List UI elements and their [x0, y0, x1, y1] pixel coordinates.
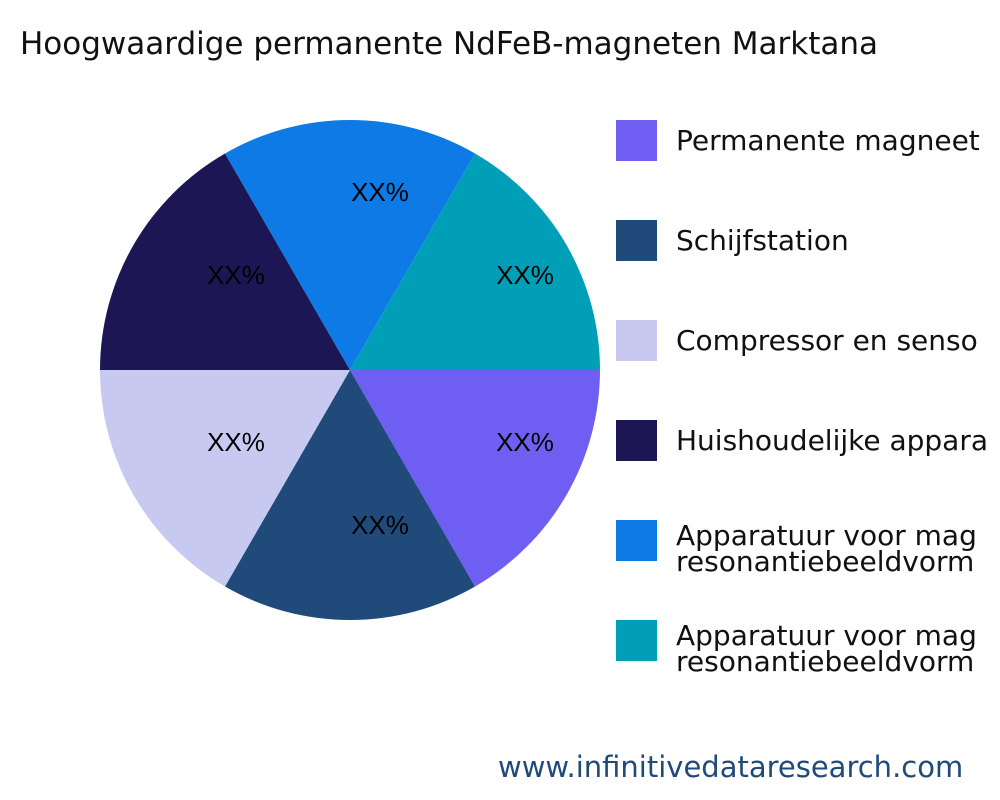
legend-item[interactable]: Schijfstation [616, 220, 1000, 280]
legend-swatch [616, 420, 657, 461]
legend-label: Huishoudelijke appara [676, 424, 989, 457]
legend-label: Compressor en senso [676, 324, 978, 357]
legend-swatch [616, 120, 657, 161]
legend-label: Permanente magneet [676, 124, 980, 157]
data-label: XX% [207, 260, 265, 290]
watermark: www.infinitivedataresearch.com [498, 750, 964, 784]
legend-item[interactable]: Compressor en senso [616, 320, 1000, 380]
data-label: XX% [351, 177, 409, 207]
legend-item[interactable]: Huishoudelijke appara [616, 420, 1000, 480]
legend-label: Schijfstation [676, 224, 849, 257]
chart-title: Hoogwaardige permanente NdFeB-magneten M… [20, 26, 879, 62]
legend-item[interactable]: Permanente magneet [616, 120, 1000, 180]
data-label: XX% [496, 260, 554, 290]
pie-slice[interactable] [225, 370, 475, 620]
data-label: XX% [496, 427, 554, 457]
data-label: XX% [207, 427, 265, 457]
pie-slice[interactable] [350, 153, 600, 370]
legend-item[interactable]: Apparatuur voor mag resonantiebeeldvorm [616, 520, 1000, 580]
legend-swatch [616, 620, 657, 661]
pie-slice[interactable] [225, 119, 475, 370]
pie-slice[interactable] [100, 153, 350, 370]
legend-item[interactable]: Apparatuur voor mag resonantiebeeldvorm [616, 620, 1000, 680]
legend-label: Apparatuur voor mag resonantiebeeldvorm [676, 620, 977, 678]
pie-slice[interactable] [350, 370, 600, 587]
legend-swatch [616, 220, 657, 261]
legend-swatch [616, 320, 657, 361]
legend-label: Apparatuur voor mag resonantiebeeldvorm [676, 520, 977, 578]
pie-slice[interactable] [100, 370, 350, 587]
legend-swatch [616, 520, 657, 561]
data-label: XX% [351, 510, 409, 540]
